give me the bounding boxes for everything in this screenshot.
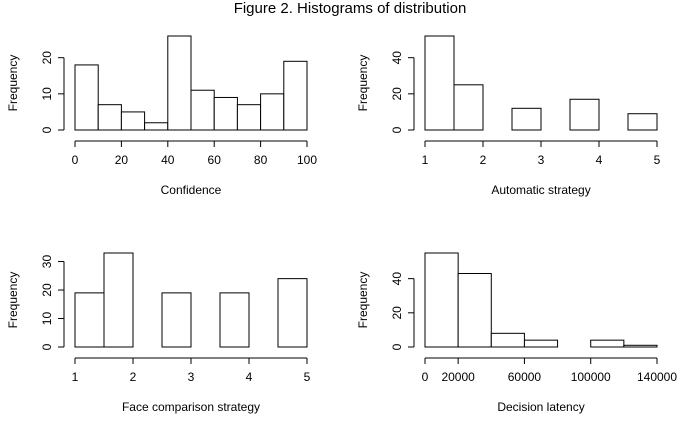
panel-confidence: 0 20 40 60 80 100 0 10 20 Confidence Frequency (6, 35, 317, 197)
x-tick-label: 3 (188, 370, 195, 384)
histogram-bar (283, 60, 308, 131)
y-tick-label: 20 (40, 51, 54, 65)
y-axis-label: Frequency (6, 272, 20, 329)
y-tick-label: 20 (390, 87, 404, 101)
panel-decision-latency: 0 20000 60000 100000 140000 0 20 40 Decision lat… (356, 252, 677, 414)
x-tick-label: 5 (304, 370, 311, 384)
histogram-bar (144, 122, 169, 131)
panel-automatic-strategy: 1 2 3 4 5 0 20 40 Automatic strategy Frequency (356, 35, 661, 197)
histogram-bar (627, 113, 658, 131)
y-axis-label: Frequency (6, 55, 20, 112)
x-tick-label: 2 (130, 370, 137, 384)
histogram-bar (523, 339, 559, 348)
x-tick-label: 2 (480, 153, 487, 167)
histogram-bar (190, 89, 215, 131)
x-tick-label: 20 (115, 153, 129, 167)
x-tick-label: 100 (297, 153, 317, 167)
histogram-bar (236, 104, 262, 131)
x-tick-label: 0 (422, 370, 429, 384)
y-axis-label: Frequency (356, 55, 370, 112)
y-axis-label: Frequency (356, 272, 370, 329)
histogram-bar (97, 104, 122, 131)
x-tick-label: 0 (72, 153, 79, 167)
y-tick-label: 0 (390, 343, 404, 350)
x-tick-label: 60 (208, 153, 222, 167)
y-tick-label: 10 (40, 312, 54, 326)
histogram-bar (103, 252, 134, 348)
histogram-bar (453, 84, 484, 131)
x-tick-label: 4 (246, 370, 253, 384)
histogram-bar (213, 96, 238, 131)
x-axis-label: Face comparison strategy (122, 400, 260, 414)
histogram-bar (167, 35, 192, 131)
histogram-bar (74, 292, 105, 348)
x-tick-label: 100000 (571, 370, 611, 384)
figure-title: Figure 2. Histograms of distribution (234, 0, 467, 17)
x-axis-label: Confidence (161, 183, 222, 197)
histogram-bar (424, 252, 459, 348)
histogram-bar (457, 273, 492, 348)
histogram-bar (490, 332, 525, 348)
histogram-bar (120, 111, 146, 131)
x-tick-label: 80 (254, 153, 268, 167)
histogram-bar (219, 292, 250, 348)
histogram-bar (277, 278, 308, 348)
y-tick-label: 10 (40, 87, 54, 101)
y-tick-label: 0 (40, 126, 54, 133)
histogram-bar (260, 93, 285, 131)
x-tick-label: 3 (538, 153, 545, 167)
histogram-bar (511, 107, 542, 131)
histogram-bar (161, 292, 192, 348)
x-tick-label: 20000 (441, 370, 475, 384)
x-tick-label: 60000 (508, 370, 542, 384)
x-tick-label: 5 (654, 153, 661, 167)
y-tick-label: 0 (40, 343, 54, 350)
histogram-bar (569, 98, 600, 131)
x-axis-label: Decision latency (497, 400, 584, 414)
y-tick-label: 20 (390, 306, 404, 320)
x-tick-label: 40 (161, 153, 175, 167)
x-tick-label: 140000 (637, 370, 677, 384)
x-tick-label: 1 (422, 153, 429, 167)
x-axis-label: Automatic strategy (491, 183, 590, 197)
y-tick-label: 40 (390, 272, 404, 286)
histogram-bar (74, 64, 99, 131)
y-tick-label: 0 (390, 126, 404, 133)
y-tick-label: 30 (40, 255, 54, 269)
x-tick-label: 1 (72, 370, 79, 384)
histogram-bar (424, 35, 455, 131)
panel-face-comparison-strategy: 1 2 3 4 5 0 10 20 30 Face comparison strategy Freq… (6, 252, 311, 414)
y-tick-label: 20 (40, 283, 54, 297)
histogram-bar (590, 339, 625, 348)
x-tick-label: 4 (596, 153, 603, 167)
histogram-bar (623, 344, 658, 348)
y-tick-label: 40 (390, 51, 404, 65)
